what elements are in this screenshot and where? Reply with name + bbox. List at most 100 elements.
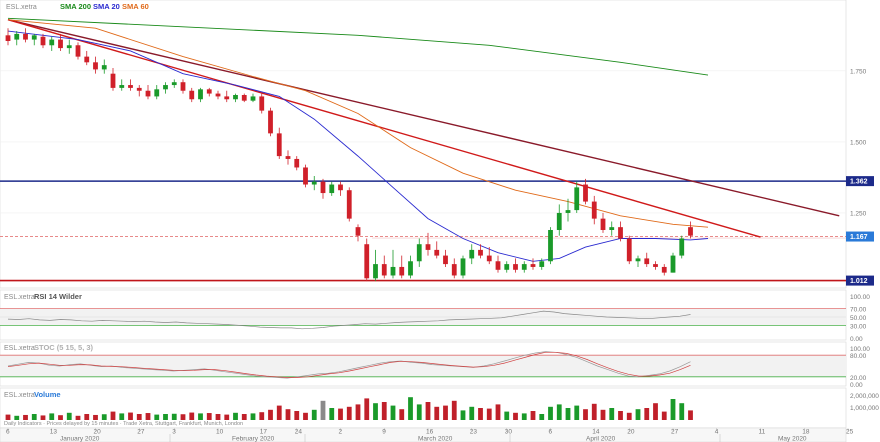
volume-bar	[241, 414, 247, 420]
candle-body	[451, 264, 457, 276]
price-tag-box	[846, 231, 874, 242]
rsi-axis-label: 100.00	[850, 294, 870, 301]
candle-body	[530, 264, 536, 267]
candle-body	[145, 90, 151, 97]
volume-bar	[530, 411, 536, 420]
trendlines	[7, 19, 840, 238]
horizontal-levels	[0, 180, 846, 282]
trendline	[7, 19, 840, 217]
volume-bar	[128, 412, 133, 420]
candle-body	[198, 89, 203, 100]
volume-bar	[268, 409, 273, 420]
date-month-label: May 2020	[778, 436, 807, 442]
candle-body	[688, 227, 693, 236]
volume-bar	[198, 413, 203, 420]
candle-body	[259, 96, 265, 111]
candle-body	[661, 266, 667, 273]
volume-bar	[548, 406, 553, 420]
date-day-label: 9	[382, 429, 386, 436]
date-day-label: 14	[592, 429, 600, 436]
volume-bar	[644, 408, 650, 420]
volume-bar	[233, 412, 238, 420]
candle-body	[513, 264, 518, 270]
volume-bar	[215, 414, 221, 420]
volume-bar	[84, 414, 90, 420]
date-axis: 6 13 20 27 3 10 17 24 2 9 16 23 30 6 14 20 27 4 11 18 25 Janu…	[6, 428, 854, 442]
volume-bar	[373, 403, 378, 420]
legend-sma200: SMA 200	[60, 2, 91, 11]
candle-body	[600, 218, 606, 230]
volume-bar	[583, 409, 588, 420]
candle-body	[565, 210, 571, 213]
candle-body	[163, 85, 168, 90]
price-tag-box	[846, 275, 874, 286]
price-tag-label: 1.167	[850, 234, 868, 241]
date-day-label: 18	[802, 429, 810, 436]
volume-bar	[670, 399, 676, 420]
volume-bar	[31, 414, 37, 420]
candle-body	[416, 244, 422, 262]
candle-body	[460, 258, 466, 276]
candle-body	[101, 65, 107, 70]
rsi-axis-label: 50.00	[850, 315, 867, 322]
candle-body	[679, 238, 685, 256]
candle-body	[644, 258, 650, 265]
candle-body	[408, 261, 413, 276]
candle-body	[443, 255, 448, 265]
candle-body	[320, 181, 326, 194]
candle-body	[215, 93, 221, 97]
volume-bar	[285, 409, 291, 420]
volume-bar	[539, 414, 545, 420]
price-tag-box	[846, 176, 874, 187]
volume-bar	[565, 408, 571, 420]
volume-bar	[49, 413, 55, 420]
volume-bar	[14, 415, 20, 420]
price-axis: 1.750 1.500 1.250	[850, 68, 867, 217]
candle-body	[206, 89, 212, 94]
candle-body	[154, 89, 160, 97]
candle-body	[241, 95, 247, 101]
candle-body	[180, 82, 186, 91]
candle-body	[233, 95, 238, 100]
volume-bar	[224, 414, 230, 420]
candle-body	[626, 238, 632, 262]
candle-body	[75, 45, 81, 57]
candle-body	[635, 258, 641, 262]
volume-bar	[303, 412, 308, 420]
volume-bar	[206, 413, 212, 420]
volume-title: Volume	[34, 390, 61, 399]
volume-bar	[93, 414, 98, 420]
volume-bar	[399, 409, 405, 420]
volume-bar	[276, 405, 282, 420]
legend-sma20: SMA 20	[93, 2, 120, 11]
candle-body	[84, 56, 90, 63]
candle-body	[303, 167, 308, 185]
price-tag-label: 1.362	[850, 179, 868, 186]
candle-body	[110, 73, 116, 88]
date-day-label: 17	[260, 429, 268, 436]
volume-bar	[250, 413, 256, 420]
candle-body	[434, 249, 440, 256]
volume-bar	[434, 406, 440, 420]
stoch-title: STOC (5 15, 5, 3)	[34, 343, 94, 352]
date-day-label: 27	[671, 429, 679, 436]
candle-body	[136, 87, 142, 91]
volume-bar	[364, 398, 370, 420]
candle-body	[276, 133, 282, 157]
volume-bar	[469, 406, 475, 420]
candle-body	[346, 190, 352, 219]
candlestick-series	[5, 28, 693, 282]
candle-body	[495, 261, 501, 270]
candle-body	[329, 184, 335, 194]
rsi-line	[7, 310, 691, 330]
volume-axis-label: 1,000,000	[850, 405, 879, 412]
candle-body	[364, 244, 370, 279]
date-day-label: 30	[505, 429, 513, 436]
volume-bar	[618, 411, 623, 420]
volume-bar	[390, 405, 396, 420]
volume-bar	[425, 402, 431, 420]
candle-body	[670, 255, 676, 273]
